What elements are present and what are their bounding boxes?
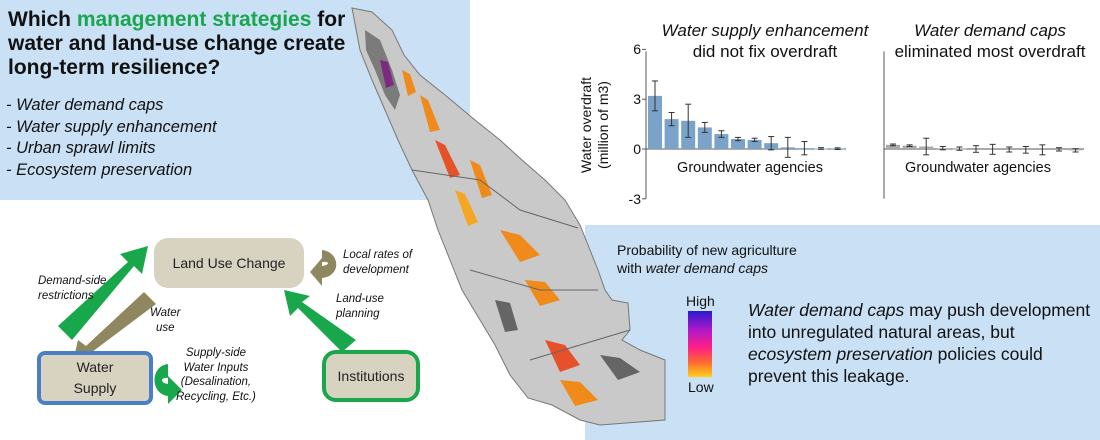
local-rates-curved-arrow <box>310 250 337 286</box>
strategy-list: - Water demand caps - Water supply enhan… <box>6 95 217 181</box>
land-use-change-box: Land Use Change <box>154 238 304 288</box>
y-tick: 0 <box>633 141 641 157</box>
strategy-item: - Urban sprawl limits <box>6 139 156 157</box>
legend-color-bar <box>688 311 712 377</box>
demand-side-label: Demand-side restrictions <box>38 274 106 303</box>
map-legend-title: Probability of new agriculture with wate… <box>617 241 797 277</box>
land-use-planning-line1: Land-use <box>336 293 384 305</box>
chart-bar <box>731 139 745 149</box>
land-use-planning-label: Land-use planning <box>336 292 384 321</box>
strategy-item: - Water supply enhancement <box>6 117 217 136</box>
headline-question: Which management strategies for water an… <box>8 8 348 80</box>
institutions-box: Institutions <box>322 350 420 402</box>
chart1-subtitle: did not fix overdraft <box>692 42 838 61</box>
water-supply-box: Water Supply <box>37 351 153 405</box>
supply-side-curved-arrow <box>154 364 182 404</box>
map-legend-title-line1: Probability of new agriculture <box>617 242 797 258</box>
chart2-subtitle: eliminated most overdraft <box>894 42 1086 61</box>
chart-bar <box>902 145 917 149</box>
conclusion-part4: policies could prevent this leakage. <box>748 344 1043 386</box>
land-use-planning-line2: planning <box>336 307 380 320</box>
legend-low-label: Low <box>688 379 714 395</box>
california-coast-map <box>351 7 666 426</box>
flow-diagram-arrows <box>58 246 356 404</box>
supply-side-label: Supply-side Water Inputs (Desalination, … <box>176 346 256 404</box>
chart-bar <box>714 134 729 149</box>
chart-bar <box>648 95 662 149</box>
y-tick: 3 <box>633 91 641 107</box>
headline-rest: for water and land-use change create lon… <box>8 8 346 79</box>
headline-highlight: management strategies <box>76 8 312 31</box>
chart-bar <box>697 127 712 149</box>
water-supply-label-line1: Water <box>76 359 114 375</box>
local-rates-label: Local rates of development <box>343 248 412 277</box>
chart-bar <box>747 139 762 149</box>
land-use-change-label: Land Use Change <box>172 255 286 271</box>
map-legend-title-line2: with water demand caps <box>617 259 797 277</box>
y-tick: -3 <box>628 191 641 207</box>
supply-side-line2: Water Inputs <box>183 361 249 374</box>
supply-side-line1: Supply-side <box>185 347 246 359</box>
chart2-title: Water demand caps <box>914 21 1066 40</box>
water-use-line1: Water <box>150 307 181 319</box>
lower-right-blue-panel <box>585 225 1100 440</box>
conclusion-part2: may push development into unregulated na… <box>748 300 1091 342</box>
demand-side-arrow <box>58 246 148 340</box>
conclusion-part1: Water demand caps <box>748 300 905 320</box>
chart1-xlabel: Groundwater agencies <box>677 160 823 176</box>
upper-left-blue-panel <box>0 0 470 200</box>
strategy-item: - Ecosystem preservation <box>6 160 193 179</box>
land-use-planning-arrow <box>284 290 356 352</box>
map-legend-title-prefix: with <box>617 260 646 276</box>
legend-high-label: High <box>686 293 715 309</box>
strategy-item: - Water demand caps <box>6 96 164 114</box>
chart-bar <box>664 119 679 149</box>
supply-side-line4: Recycling, Etc.) <box>176 390 256 403</box>
water-use-arrow <box>72 292 156 366</box>
chart1-title: Water supply enhancement <box>661 21 869 40</box>
local-rates-line2: development <box>343 263 409 276</box>
conclusion-part3: ecosystem preservation <box>748 344 933 364</box>
chart2-xlabel: Groundwater agencies <box>905 160 1051 176</box>
water-supply-label-line2: Supply <box>73 380 117 396</box>
demand-side-line1: Demand-side <box>38 275 107 287</box>
map-legend-title-italic: water demand caps <box>645 260 768 276</box>
institutions-label: Institutions <box>337 368 405 384</box>
y-tick: 6 <box>633 41 641 57</box>
headline-prefix: Which <box>8 8 77 31</box>
chart-bar <box>886 144 900 149</box>
water-use-line2: use <box>155 321 175 334</box>
local-rates-line1: Local rates of <box>343 249 413 261</box>
conclusion-text: Water demand caps may push development i… <box>748 299 1093 387</box>
demand-side-line2: restrictions <box>38 289 94 302</box>
supply-side-line3: (Desalination, <box>180 376 252 388</box>
water-use-label: Water use <box>150 306 180 335</box>
